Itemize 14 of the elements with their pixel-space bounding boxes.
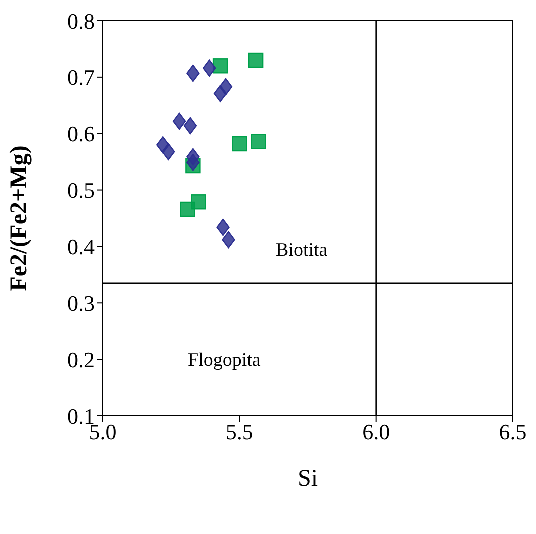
y-tick-label: 0.8 — [68, 8, 95, 34]
y-tick-label: 0.4 — [68, 234, 95, 260]
annotation: Biotita — [276, 240, 328, 262]
y-axis-title: Fe2/(Fe2+Mg) — [6, 146, 33, 292]
x-tick-label: 6.0 — [362, 420, 390, 445]
y-tick-label: 0.5 — [68, 178, 95, 204]
y-tick-label: 0.7 — [68, 65, 95, 90]
x-tick-label: 5.5 — [226, 420, 254, 445]
x-axis-title: Si — [298, 466, 318, 492]
x-tick-label: 6.5 — [499, 420, 527, 445]
y-tick-label: 0.3 — [68, 290, 95, 316]
y-tick-label: 0.2 — [68, 347, 95, 372]
annotation: Flogopita — [188, 350, 261, 372]
y-tick-label: 0.6 — [68, 122, 95, 147]
